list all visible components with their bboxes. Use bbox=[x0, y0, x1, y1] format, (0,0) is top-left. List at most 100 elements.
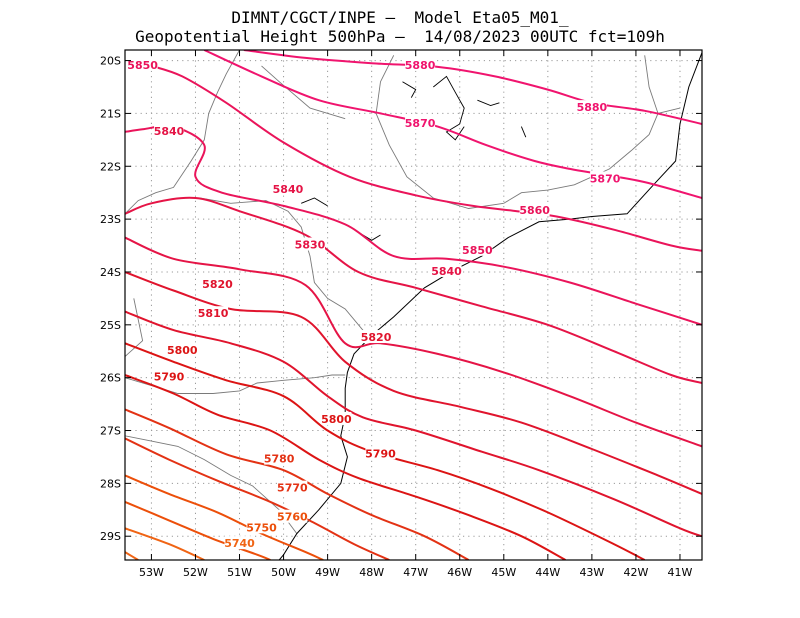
lon-tick-label: 46W bbox=[447, 566, 472, 579]
contour-label-bg bbox=[405, 57, 436, 71]
contour-label: 5750 bbox=[246, 521, 277, 534]
contour-label-bg bbox=[246, 520, 277, 534]
contour-label: 5840 bbox=[431, 265, 462, 278]
contour-5730 bbox=[125, 551, 139, 560]
lat-tick-label: 28S bbox=[100, 477, 121, 490]
contour-label-bg bbox=[127, 57, 158, 71]
contour-label-bg bbox=[590, 171, 621, 185]
lat-tick-label: 22S bbox=[100, 160, 121, 173]
lon-tick-label: 48W bbox=[359, 566, 384, 579]
lon-tick-label: 44W bbox=[535, 566, 560, 579]
contour-label-bg bbox=[272, 182, 303, 196]
contour-5870 bbox=[203, 50, 702, 199]
contour-label-bg bbox=[198, 306, 229, 320]
state-border bbox=[375, 55, 504, 209]
contour-label-bg bbox=[431, 263, 462, 277]
lake-outline bbox=[301, 197, 328, 207]
contour-label-bg bbox=[202, 277, 233, 291]
contour-5860 bbox=[151, 64, 702, 252]
contour-label-bg bbox=[519, 203, 550, 217]
lon-tick-label: 52W bbox=[183, 566, 208, 579]
lat-tick-label: 25S bbox=[100, 319, 121, 332]
contour-label: 5740 bbox=[224, 537, 255, 550]
lake-outline bbox=[402, 81, 417, 98]
lon-tick-label: 51W bbox=[227, 566, 252, 579]
contour-label-bg bbox=[576, 100, 607, 114]
lat-tick-label: 23S bbox=[100, 213, 121, 226]
contour-label-bg bbox=[462, 242, 493, 256]
lake-outline bbox=[520, 126, 527, 138]
contour-5880 bbox=[243, 50, 702, 125]
contour-label: 5870 bbox=[590, 172, 621, 185]
lon-tick-label: 41W bbox=[668, 566, 693, 579]
contour-label: 5810 bbox=[198, 307, 229, 320]
plot-frame bbox=[124, 49, 703, 561]
contour-label: 5760 bbox=[277, 511, 308, 524]
lon-tick-label: 53W bbox=[139, 566, 164, 579]
lat-tick-label: 26S bbox=[100, 372, 121, 385]
contour-label: 5820 bbox=[202, 278, 233, 291]
contour-label-bg bbox=[264, 451, 295, 465]
contour-5760 bbox=[125, 474, 324, 560]
contour-label: 5790 bbox=[365, 447, 396, 460]
contour-labels: 5880588058705870586058505850584058405840… bbox=[127, 57, 621, 550]
lat-tick-label: 29S bbox=[100, 530, 121, 543]
contour-5750 bbox=[125, 500, 271, 560]
lon-tick-label: 50W bbox=[271, 566, 296, 579]
lat-tick-label: 20S bbox=[100, 55, 121, 68]
contour-label-bg bbox=[294, 237, 325, 251]
contour-label-bg bbox=[277, 509, 308, 523]
contour-label: 5840 bbox=[154, 125, 185, 138]
contour-label: 5860 bbox=[519, 204, 550, 217]
contour-label: 5850 bbox=[462, 244, 493, 257]
lat-tick-label: 24S bbox=[100, 266, 121, 279]
lon-tick-label: 49W bbox=[315, 566, 340, 579]
contour-5840 bbox=[125, 196, 702, 384]
contour-label-bg bbox=[154, 369, 185, 383]
coastline bbox=[278, 52, 702, 560]
contour-label-bg bbox=[405, 115, 436, 129]
axis-ticks: 20S 21S 22S 23S 24S 25S 26S 27S 28S 29S 53W 52W 51W 5… bbox=[100, 50, 702, 579]
state-border bbox=[644, 55, 659, 114]
contour-label: 5850 bbox=[127, 59, 158, 72]
contour-5820 bbox=[125, 271, 702, 495]
lake-outline bbox=[477, 99, 500, 106]
contour-label: 5800 bbox=[321, 413, 352, 426]
contour-label: 5880 bbox=[405, 59, 436, 72]
contour-label: 5790 bbox=[154, 371, 185, 384]
lat-tick-label: 21S bbox=[100, 107, 121, 120]
state-border bbox=[503, 107, 681, 204]
contour-label: 5820 bbox=[361, 331, 392, 344]
contour-label: 5770 bbox=[277, 482, 308, 495]
contour-5790 bbox=[125, 374, 566, 560]
contour-label-bg bbox=[154, 123, 185, 137]
contour-label-bg bbox=[321, 411, 352, 425]
lake-outline bbox=[433, 75, 465, 141]
contour-label: 5880 bbox=[577, 101, 608, 114]
title-line-2: Geopotential Height 500hPa – 14/08/2023 … bbox=[135, 27, 665, 46]
lon-tick-label: 42W bbox=[623, 566, 648, 579]
title-line-1: DIMNT/CGCT/INPE – Model Eta05_M01_ bbox=[231, 8, 569, 27]
lon-tick-label: 45W bbox=[491, 566, 516, 579]
state-border bbox=[125, 50, 240, 215]
state-border bbox=[261, 65, 346, 120]
contour-5770 bbox=[125, 437, 390, 560]
lake-outline bbox=[358, 231, 381, 241]
contour-label: 5840 bbox=[273, 183, 304, 196]
contour-label-bg bbox=[167, 343, 198, 357]
lat-tick-label: 27S bbox=[100, 425, 121, 438]
lon-tick-label: 43W bbox=[579, 566, 604, 579]
contour-label-bg bbox=[224, 536, 255, 550]
contour-label-bg bbox=[277, 480, 308, 494]
state-border bbox=[125, 435, 298, 534]
state-border bbox=[125, 298, 144, 357]
contour-5810 bbox=[125, 310, 702, 538]
contour-label: 5800 bbox=[167, 344, 198, 357]
contour-5740 bbox=[125, 527, 205, 560]
lon-tick-label: 47W bbox=[403, 566, 428, 579]
contour-5850 bbox=[125, 124, 702, 326]
graticule bbox=[125, 50, 702, 560]
contour-label: 5780 bbox=[264, 453, 295, 466]
contour-label: 5870 bbox=[405, 117, 436, 130]
